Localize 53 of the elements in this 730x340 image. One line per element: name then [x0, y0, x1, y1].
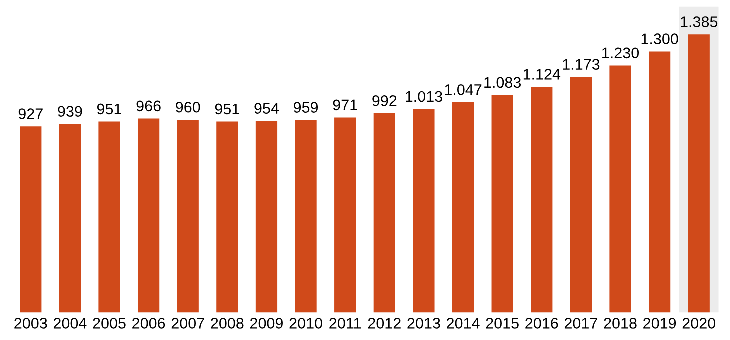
bar: [413, 109, 435, 313]
data-label: 1.083: [484, 77, 522, 88]
x-tick-label: 2014: [447, 318, 480, 329]
data-label: 1.300: [642, 34, 678, 45]
data-label: 927: [18, 108, 43, 120]
data-label: 1.124: [524, 69, 561, 80]
bar: [334, 118, 356, 313]
x-tick-label: 2008: [211, 318, 244, 329]
data-label: 1.385: [681, 16, 718, 28]
bar: [492, 95, 514, 313]
data-label: 939: [58, 106, 82, 118]
data-label: 1.013: [406, 91, 442, 102]
bar: [177, 120, 199, 313]
x-tick-label: 2009: [250, 318, 283, 329]
bar: [295, 120, 317, 313]
data-label: 951: [97, 104, 122, 115]
data-label: 992: [372, 96, 397, 106]
bar: [610, 66, 632, 313]
data-label: 954: [254, 103, 280, 114]
data-label: 959: [294, 102, 318, 113]
x-tick-label: 2006: [132, 318, 166, 329]
bar: [452, 102, 474, 313]
bar: [256, 121, 278, 313]
data-label: 1.173: [563, 59, 600, 70]
bar: [20, 126, 42, 313]
x-tick-label: 2017: [564, 318, 598, 329]
x-tick-label: 2020: [682, 318, 716, 329]
data-label: 966: [136, 100, 161, 112]
x-tick-label: 2010: [290, 318, 322, 329]
x-tick-label: 2007: [172, 318, 204, 329]
data-label: 1.230: [602, 48, 640, 59]
data-label: 960: [176, 102, 200, 113]
x-tick-label: 2015: [486, 318, 519, 329]
bar: [98, 122, 120, 313]
x-tick-label: 2016: [526, 318, 558, 329]
x-tick-label: 2019: [644, 318, 676, 329]
x-tick-label: 2005: [93, 318, 126, 329]
bar: [216, 122, 238, 313]
bar: [649, 52, 671, 313]
bar: [138, 118, 160, 313]
x-tick-label: 2003: [14, 318, 48, 329]
x-tick-label: 2004: [54, 318, 87, 329]
x-tick-label: 2011: [330, 318, 362, 329]
data-label: 971: [333, 100, 358, 111]
data-label: 1.047: [445, 84, 482, 96]
x-tick-label: 2013: [408, 318, 440, 329]
bar: [374, 114, 396, 313]
bar: [59, 124, 81, 313]
x-tick-label: 2018: [604, 318, 637, 329]
bar: [570, 77, 592, 313]
data-label: 951: [215, 104, 240, 115]
bar: [531, 87, 553, 313]
x-tick-label: 2012: [368, 318, 401, 329]
